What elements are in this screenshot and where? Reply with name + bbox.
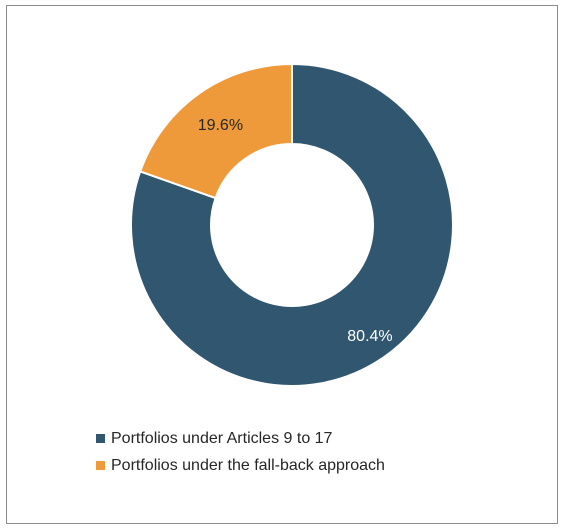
legend: Portfolios under Articles 9 to 17 Portfo… bbox=[96, 425, 385, 479]
legend-item-articles: Portfolios under Articles 9 to 17 bbox=[96, 425, 385, 452]
legend-swatch-articles bbox=[96, 434, 105, 443]
legend-label-fallback: Portfolios under the fall-back approach bbox=[111, 456, 385, 474]
slice-fallback bbox=[138, 62, 293, 200]
legend-label-articles: Portfolios under Articles 9 to 17 bbox=[111, 429, 333, 447]
legend-item-fallback: Portfolios under the fall-back approach bbox=[96, 452, 385, 479]
data-label-fallback: 19.6% bbox=[198, 117, 243, 134]
data-label-articles: 80.4% bbox=[347, 328, 392, 345]
slice-articles bbox=[130, 62, 454, 387]
legend-swatch-fallback bbox=[96, 461, 105, 470]
